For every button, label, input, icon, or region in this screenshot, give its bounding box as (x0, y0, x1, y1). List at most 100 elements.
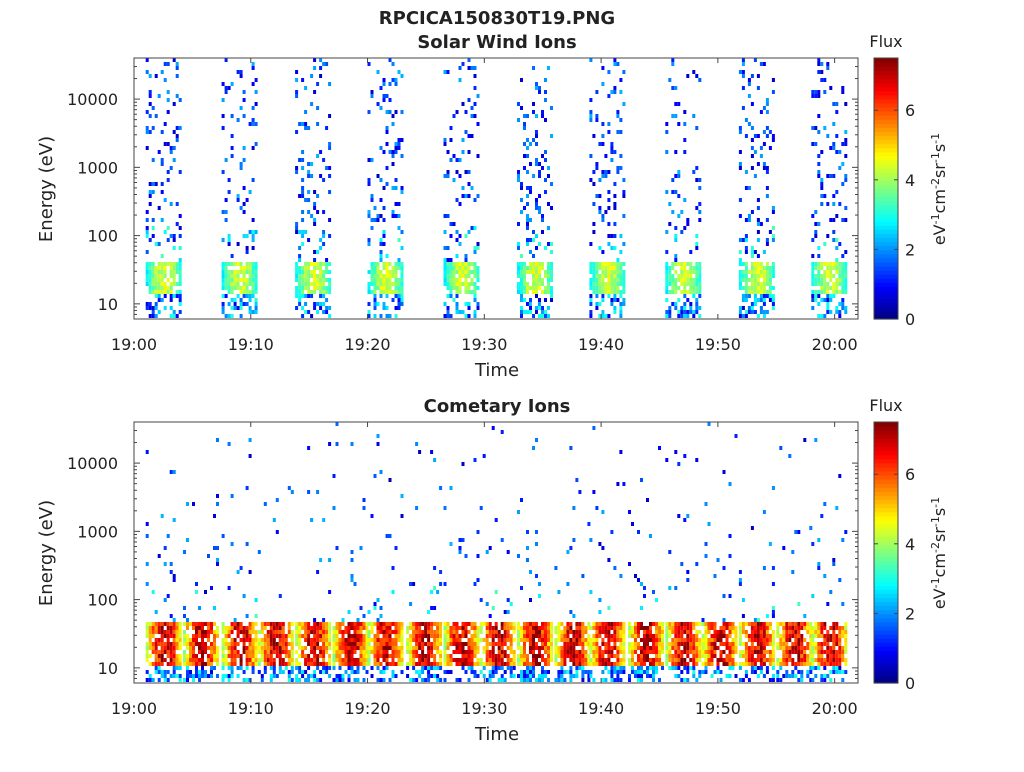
heatmap-cell (307, 198, 310, 202)
heatmap-cell (304, 678, 307, 682)
heatmap-cell (152, 262, 155, 266)
heatmap-cell (307, 310, 310, 314)
heatmap-cell (634, 674, 637, 678)
heatmap-cell (800, 638, 803, 642)
heatmap-cell (544, 78, 547, 82)
heatmap-cell (146, 654, 149, 658)
heatmap-cell (695, 630, 698, 634)
heatmap-cell (328, 674, 331, 678)
heatmap-cell (766, 290, 769, 294)
heatmap-cell (360, 642, 363, 646)
heatmap-cell (288, 670, 291, 674)
colorbar-segment (874, 152, 898, 157)
heatmap-cell (788, 650, 791, 654)
heatmap-cell (322, 638, 325, 642)
heatmap-cell (486, 630, 489, 634)
heatmap-cell (243, 294, 246, 298)
heatmap-cell (383, 286, 386, 290)
heatmap-cell (766, 110, 769, 114)
heatmap-cell (634, 642, 637, 646)
heatmap-cell (146, 218, 149, 222)
heatmap-cell (757, 626, 760, 630)
heatmap-cell (167, 262, 170, 266)
heatmap-cell (368, 214, 371, 218)
heatmap-cell (459, 266, 462, 270)
heatmap-cell (520, 650, 523, 654)
heatmap-cell (817, 282, 820, 286)
heatmap-cell (760, 290, 763, 294)
heatmap-cell (465, 658, 468, 662)
heatmap-cell (535, 294, 538, 298)
heatmap-cell (255, 262, 258, 266)
heatmap-cell (371, 158, 374, 162)
heatmap-cell (811, 270, 814, 274)
heatmap-cell (237, 278, 240, 282)
heatmap-cell (674, 114, 677, 118)
heatmap-cell (401, 138, 404, 142)
heatmap-cell (474, 270, 477, 274)
heatmap-cell (492, 650, 495, 654)
heatmap-cell (339, 674, 342, 678)
heatmap-cell (526, 146, 529, 150)
heatmap-cell (811, 542, 814, 546)
heatmap-cell (504, 642, 507, 646)
heatmap-cell (383, 150, 386, 154)
heatmap-cell (313, 622, 316, 626)
heatmap-cell (610, 662, 613, 666)
heatmap-cell (517, 222, 520, 226)
heatmap-cell (380, 286, 383, 290)
heatmap-cell (252, 654, 255, 658)
heatmap-cell (823, 278, 826, 282)
heatmap-cell (610, 142, 613, 146)
heatmap-cell (363, 678, 366, 682)
heatmap-cell (424, 658, 427, 662)
heatmap-cell (447, 310, 450, 314)
heatmap-cell (622, 270, 625, 274)
heatmap-cell (255, 266, 258, 270)
heatmap-cell (754, 658, 757, 662)
heatmap-cell (498, 646, 501, 650)
heatmap-cell (421, 642, 424, 646)
heatmap-cell (374, 302, 377, 306)
heatmap-cell (811, 214, 814, 218)
heatmap-cell (471, 634, 474, 638)
heatmap-cell (674, 190, 677, 194)
heatmap-cell (695, 634, 698, 638)
heatmap-cell (622, 290, 625, 294)
heatmap-cell (554, 646, 557, 650)
heatmap-cell (222, 678, 225, 682)
heatmap-cell (541, 642, 544, 646)
heatmap-cell (374, 662, 377, 666)
heatmap-cell (258, 650, 261, 654)
heatmap-cell (520, 270, 523, 274)
heatmap-cell (835, 282, 838, 286)
heatmap-cell (640, 626, 643, 630)
heatmap-cell (689, 262, 692, 266)
heatmap-cell (155, 670, 158, 674)
heatmap-cell (389, 534, 392, 538)
heatmap-cell (698, 78, 701, 82)
heatmap-cell (671, 638, 674, 642)
heatmap-cell (173, 618, 176, 622)
heatmap-cell (844, 218, 847, 222)
heatmap-cell (471, 270, 474, 274)
heatmap-cell (661, 626, 664, 630)
heatmap-cell (739, 662, 742, 666)
heatmap-cell (167, 226, 170, 230)
heatmap-cell (319, 294, 322, 298)
heatmap-cell (468, 658, 471, 662)
heatmap-cell (152, 226, 155, 230)
heatmap-cell (757, 638, 760, 642)
heatmap-cell (616, 278, 619, 282)
heatmap-cell (392, 270, 395, 274)
heatmap-cell (198, 642, 201, 646)
heatmap-cell (282, 638, 285, 642)
heatmap-cell (589, 282, 592, 286)
heatmap-cell (800, 654, 803, 658)
heatmap-cell (575, 658, 578, 662)
heatmap-cell (471, 622, 474, 626)
heatmap-cell (415, 626, 418, 630)
heatmap-cell (307, 642, 310, 646)
heatmap-cell (146, 130, 149, 134)
heatmap-cell (368, 642, 371, 646)
